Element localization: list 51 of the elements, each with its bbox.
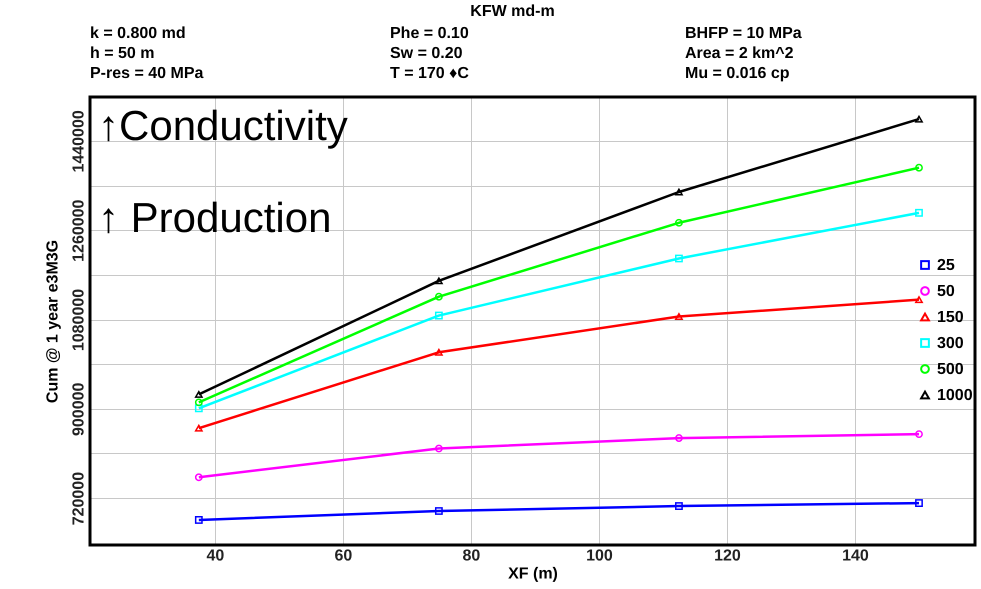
y-tick-label: 1080000	[70, 288, 88, 352]
point	[434, 292, 443, 301]
text: Phe = 0.10	[390, 25, 469, 42]
y-tick-label: 900000	[70, 382, 88, 436]
point	[915, 296, 923, 304]
point	[194, 424, 203, 432]
x-axis-title: XF (m)	[508, 566, 558, 582]
legend-label: 500	[937, 361, 964, 378]
x-tick-label: 120	[714, 548, 741, 564]
text: h = 50 m	[90, 45, 154, 62]
text: Sw = 0.20	[390, 45, 463, 62]
legend-label: 300	[937, 335, 964, 352]
y-tick-label: 1260000	[70, 199, 88, 262]
y-axis-title: Cum @ 1 year e3M3G	[44, 240, 62, 404]
text: P-res = 40 MPa	[90, 65, 204, 82]
legend-label: 1000	[937, 387, 973, 404]
annotation: ↑ Production	[98, 194, 332, 241]
annotation: ↑Conductivity	[98, 102, 348, 149]
text: Area = 2 km^2	[685, 45, 794, 62]
point	[434, 312, 443, 320]
point	[194, 390, 203, 398]
point	[434, 277, 443, 284]
point	[675, 254, 683, 262]
y-tick-label: 720000	[70, 472, 88, 526]
chart-title: KFW md-m	[470, 3, 555, 20]
point	[194, 404, 203, 412]
point	[434, 348, 443, 356]
point	[194, 516, 203, 524]
text: BHFP = 10 MPa	[685, 25, 802, 42]
x-tick-label: 80	[462, 548, 480, 564]
x-tick-label: 140	[842, 548, 869, 564]
point	[675, 434, 683, 442]
point	[675, 218, 683, 227]
point	[434, 444, 443, 452]
point	[675, 313, 683, 320]
legend-label: 150	[937, 309, 964, 326]
x-tick-label: 100	[586, 548, 613, 564]
point	[915, 208, 923, 217]
point	[434, 507, 443, 515]
legend-label: 25	[937, 257, 955, 274]
point	[915, 116, 923, 123]
point	[675, 188, 683, 196]
x-tick-label: 60	[334, 548, 352, 564]
text: Mu = 0.016 cp	[685, 65, 790, 82]
y-tick-label: 1440000	[70, 110, 88, 173]
point	[675, 502, 683, 510]
text: T = 170 ♦C	[390, 65, 470, 82]
legend-label: 50	[937, 283, 955, 300]
x-tick-label: 40	[206, 548, 224, 564]
point	[915, 499, 923, 507]
text: k = 0.800 md	[90, 25, 186, 42]
